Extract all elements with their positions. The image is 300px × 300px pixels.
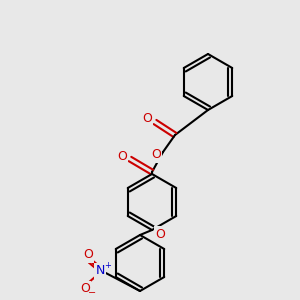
Text: O: O — [155, 227, 165, 241]
Text: −: − — [88, 288, 96, 298]
Text: N: N — [95, 265, 105, 278]
Text: +: + — [105, 260, 111, 269]
Text: O: O — [151, 148, 161, 161]
Text: O: O — [117, 149, 127, 163]
Text: O: O — [80, 283, 90, 296]
Text: O: O — [83, 248, 93, 262]
Text: O: O — [142, 112, 152, 125]
